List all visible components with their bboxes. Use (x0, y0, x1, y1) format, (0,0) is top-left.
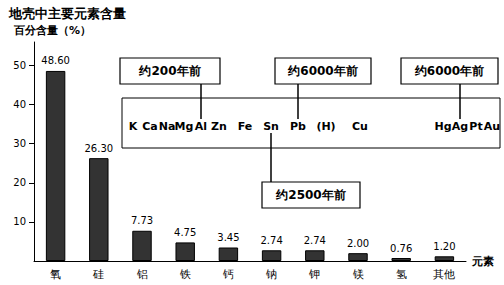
svg-text:Mg: Mg (175, 120, 194, 133)
svg-text:氧: 氧 (50, 268, 61, 281)
svg-text:Au: Au (484, 120, 500, 133)
svg-text:7.73: 7.73 (131, 215, 153, 226)
svg-text:Fe: Fe (238, 120, 253, 133)
svg-text:约200年前: 约200年前 (138, 64, 200, 78)
svg-text:48.60: 48.60 (41, 55, 70, 66)
svg-text:2.74: 2.74 (260, 235, 282, 246)
svg-text:2.74: 2.74 (304, 235, 326, 246)
svg-text:Al: Al (195, 120, 207, 133)
svg-text:26.30: 26.30 (84, 143, 113, 154)
svg-text:百分含量（%）: 百分含量（%） (13, 24, 91, 37)
svg-text:元素: 元素 (471, 255, 494, 268)
svg-text:K: K (129, 120, 138, 133)
svg-text:钾: 钾 (308, 268, 320, 281)
svg-text:40: 40 (13, 99, 26, 110)
svg-text:铁: 铁 (179, 268, 191, 281)
svg-text:Cu: Cu (352, 120, 368, 133)
svg-text:Zn: Zn (211, 120, 227, 133)
svg-text:2.00: 2.00 (347, 238, 369, 249)
svg-text:3.45: 3.45 (217, 232, 239, 243)
svg-text:20: 20 (13, 177, 26, 188)
svg-text:Pb: Pb (290, 120, 306, 133)
svg-text:硅: 硅 (92, 268, 104, 281)
svg-text:Ca: Ca (142, 120, 158, 133)
svg-text:0.76: 0.76 (390, 243, 412, 254)
svg-text:50: 50 (13, 60, 26, 71)
svg-text:4.75: 4.75 (174, 227, 196, 238)
svg-text:铝: 铝 (136, 268, 148, 281)
svg-text:钙: 钙 (222, 268, 234, 281)
svg-text:约6000年前: 约6000年前 (287, 64, 357, 78)
svg-text:30: 30 (13, 138, 26, 149)
svg-text:约2500年前: 约2500年前 (275, 188, 345, 202)
svg-text:Hg: Hg (434, 120, 451, 133)
svg-text:其他: 其他 (433, 268, 455, 281)
svg-text:Sn: Sn (263, 120, 279, 133)
svg-text:10: 10 (13, 216, 26, 227)
svg-text:地壳中主要元素含量: 地壳中主要元素含量 (8, 6, 126, 21)
svg-text:镁: 镁 (352, 268, 364, 281)
svg-text:1.20: 1.20 (433, 241, 455, 252)
svg-text:氢: 氢 (396, 268, 407, 281)
svg-text:Pt: Pt (469, 120, 482, 133)
svg-text:Na: Na (159, 120, 176, 133)
svg-text:(H): (H) (316, 120, 335, 133)
svg-text:钠: 钠 (265, 268, 277, 281)
svg-text:Ag: Ag (452, 120, 468, 133)
svg-text:约6000年前: 约6000年前 (414, 64, 484, 78)
